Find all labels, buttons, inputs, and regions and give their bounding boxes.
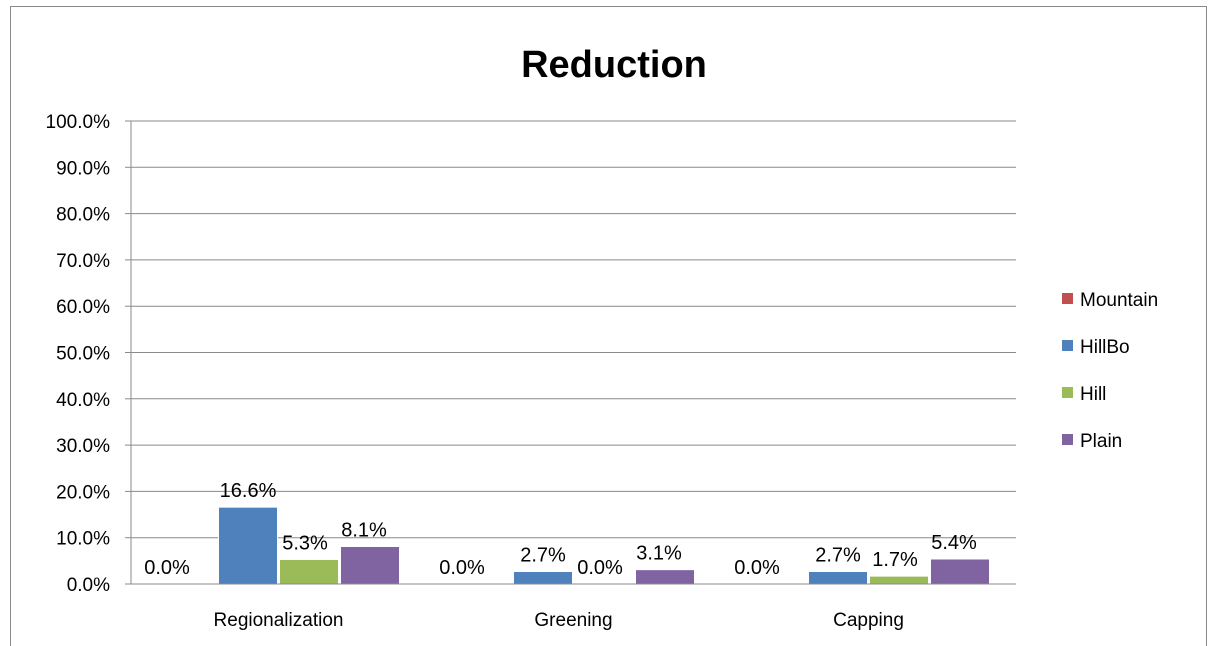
legend-label-plain: Plain — [1080, 431, 1122, 452]
data-label-plain: 8.1% — [341, 519, 387, 541]
legend-swatch-plain — [1062, 434, 1073, 445]
data-label-hill: 5.3% — [282, 532, 328, 554]
y-tick-label: 100.0% — [46, 112, 111, 133]
bar-plain-regionalization — [340, 545, 400, 585]
legend-swatch-hill — [1062, 387, 1073, 398]
data-label-hill: 1.7% — [872, 549, 918, 571]
y-tick-label: 70.0% — [56, 251, 110, 272]
y-tick-label: 50.0% — [56, 344, 110, 365]
y-tick-label: 40.0% — [56, 390, 110, 411]
bar-hillbo-capping — [808, 570, 868, 585]
x-category-label: Capping — [833, 610, 904, 631]
bar-hillbo-regionalization — [218, 506, 278, 585]
legend-label-hill: Hill — [1080, 384, 1106, 405]
bar-hillbo-greening — [513, 570, 573, 585]
legend-swatch-hillbo — [1062, 340, 1073, 351]
x-axis: Regionalization Greening Capping — [131, 583, 1016, 631]
bar-plain-greening — [635, 569, 695, 585]
data-label-plain: 5.4% — [931, 532, 977, 554]
legend-label-hillbo: HillBo — [1080, 337, 1130, 358]
bar-hill-capping — [869, 575, 929, 585]
x-category-label: Greening — [534, 610, 612, 631]
y-tick-label: 60.0% — [56, 297, 110, 318]
data-label-plain: 3.1% — [636, 543, 682, 565]
data-label-hillbo: 2.7% — [815, 544, 861, 566]
x-category-label: Regionalization — [214, 610, 344, 631]
y-tick-label: 10.0% — [56, 529, 110, 550]
chart-title: Reduction — [521, 44, 707, 86]
y-tick-label: 0.0% — [67, 575, 110, 596]
data-label-mountain: 0.0% — [734, 557, 780, 579]
y-tick-label: 90.0% — [56, 158, 110, 179]
bar-hill-regionalization — [279, 558, 339, 585]
legend: Mountain HillBo Hill Plain — [1062, 290, 1158, 452]
y-axis: 0.0% 10.0% 20.0% 30.0% 40.0% 50.0% 60.0% 70.0% 8… — [46, 112, 132, 596]
data-label-hillbo: 16.6% — [220, 480, 277, 502]
data-label-hill: 0.0% — [577, 557, 623, 579]
y-tick-label: 80.0% — [56, 205, 110, 226]
y-tick-label: 20.0% — [56, 482, 110, 503]
bars — [218, 506, 990, 585]
chart-frame — [10, 6, 1207, 646]
data-label-hillbo: 2.7% — [520, 544, 566, 566]
data-label-mountain: 0.0% — [439, 557, 485, 579]
legend-label-mountain: Mountain — [1080, 290, 1158, 311]
data-labels: 0.0% 16.6% 5.3% 8.1% 0.0% 2.7% 0.0% 3.1% 0.0% 2.7… — [144, 480, 977, 579]
y-tick-label: 30.0% — [56, 436, 110, 457]
data-label-mountain: 0.0% — [144, 557, 190, 579]
bar-plain-capping — [930, 558, 990, 585]
legend-swatch-mountain — [1062, 293, 1073, 304]
